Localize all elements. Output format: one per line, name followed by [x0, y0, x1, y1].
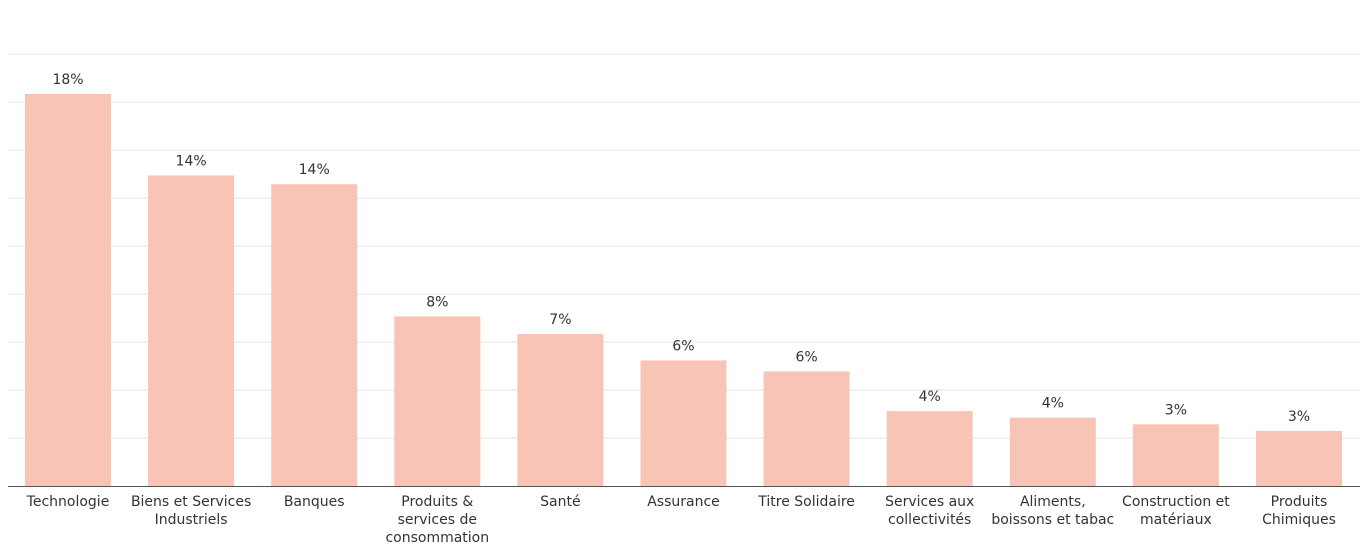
data-label: 7%	[549, 312, 571, 328]
bar	[271, 184, 358, 486]
category-label-line: boissons et tabac	[991, 512, 1114, 528]
category-label-line: Assurance	[647, 494, 720, 510]
category-label: Santé	[540, 494, 580, 510]
category-label: Titre Solidaire	[757, 494, 855, 510]
data-label: 3%	[1288, 409, 1310, 425]
category-label-line: Construction et	[1122, 494, 1230, 510]
category-label: Services aux collectivités	[885, 494, 974, 528]
data-label: 6%	[672, 338, 694, 354]
data-label: 14%	[299, 162, 330, 178]
category-labels: Technologie Biens et Services IndustrielsB…	[26, 494, 1336, 546]
category-label-line: collectivités	[888, 512, 971, 528]
category-label: Assurance	[647, 494, 720, 510]
category-label-line: Services aux	[885, 494, 974, 510]
category-label-line: services de	[398, 512, 477, 528]
bar	[394, 316, 481, 486]
bar	[148, 175, 235, 486]
data-label: 8%	[426, 294, 448, 310]
category-label-line: Produits	[1271, 494, 1328, 510]
bar	[517, 334, 604, 486]
category-label-line: Banques	[284, 494, 345, 510]
data-labels: 18% 14% 14% 8% 7% 6% 6% 4% 4% 3% 3%	[52, 72, 1310, 425]
category-label-line: matériaux	[1140, 512, 1212, 528]
bar	[25, 93, 111, 486]
category-label-line: Santé	[540, 494, 580, 510]
bar	[1132, 424, 1219, 486]
category-label: Aliments, boissons et tabac	[991, 494, 1114, 528]
bars	[25, 93, 1342, 486]
category-label: Produits & services de consommation	[385, 494, 489, 546]
data-label: 4%	[1042, 396, 1064, 412]
bar	[886, 411, 973, 486]
category-label-line: Titre Solidaire	[757, 494, 855, 510]
category-label-line: Produits &	[401, 494, 473, 510]
bar	[763, 371, 850, 486]
category-label: Biens et Services Industriels	[131, 494, 251, 528]
category-label-line: Technologie	[26, 494, 110, 510]
data-label: 18%	[52, 72, 83, 88]
category-label-line: Biens et Services	[131, 494, 251, 510]
category-label: Banques	[284, 494, 345, 510]
category-label-line: Industriels	[155, 512, 228, 528]
data-label: 6%	[795, 349, 817, 365]
data-label: 4%	[919, 389, 941, 405]
bar	[640, 360, 727, 486]
category-label-line: consommation	[385, 530, 489, 546]
data-label: 14%	[176, 153, 207, 169]
category-label-line: Chimiques	[1262, 512, 1336, 528]
category-label-line: Aliments,	[1020, 494, 1086, 510]
category-label: Technologie	[26, 494, 110, 510]
bar	[1256, 430, 1342, 486]
category-label: Produits Chimiques	[1262, 494, 1336, 528]
bar	[1009, 417, 1096, 486]
data-label: 3%	[1165, 402, 1187, 418]
category-label: Construction et matériaux	[1122, 494, 1230, 528]
